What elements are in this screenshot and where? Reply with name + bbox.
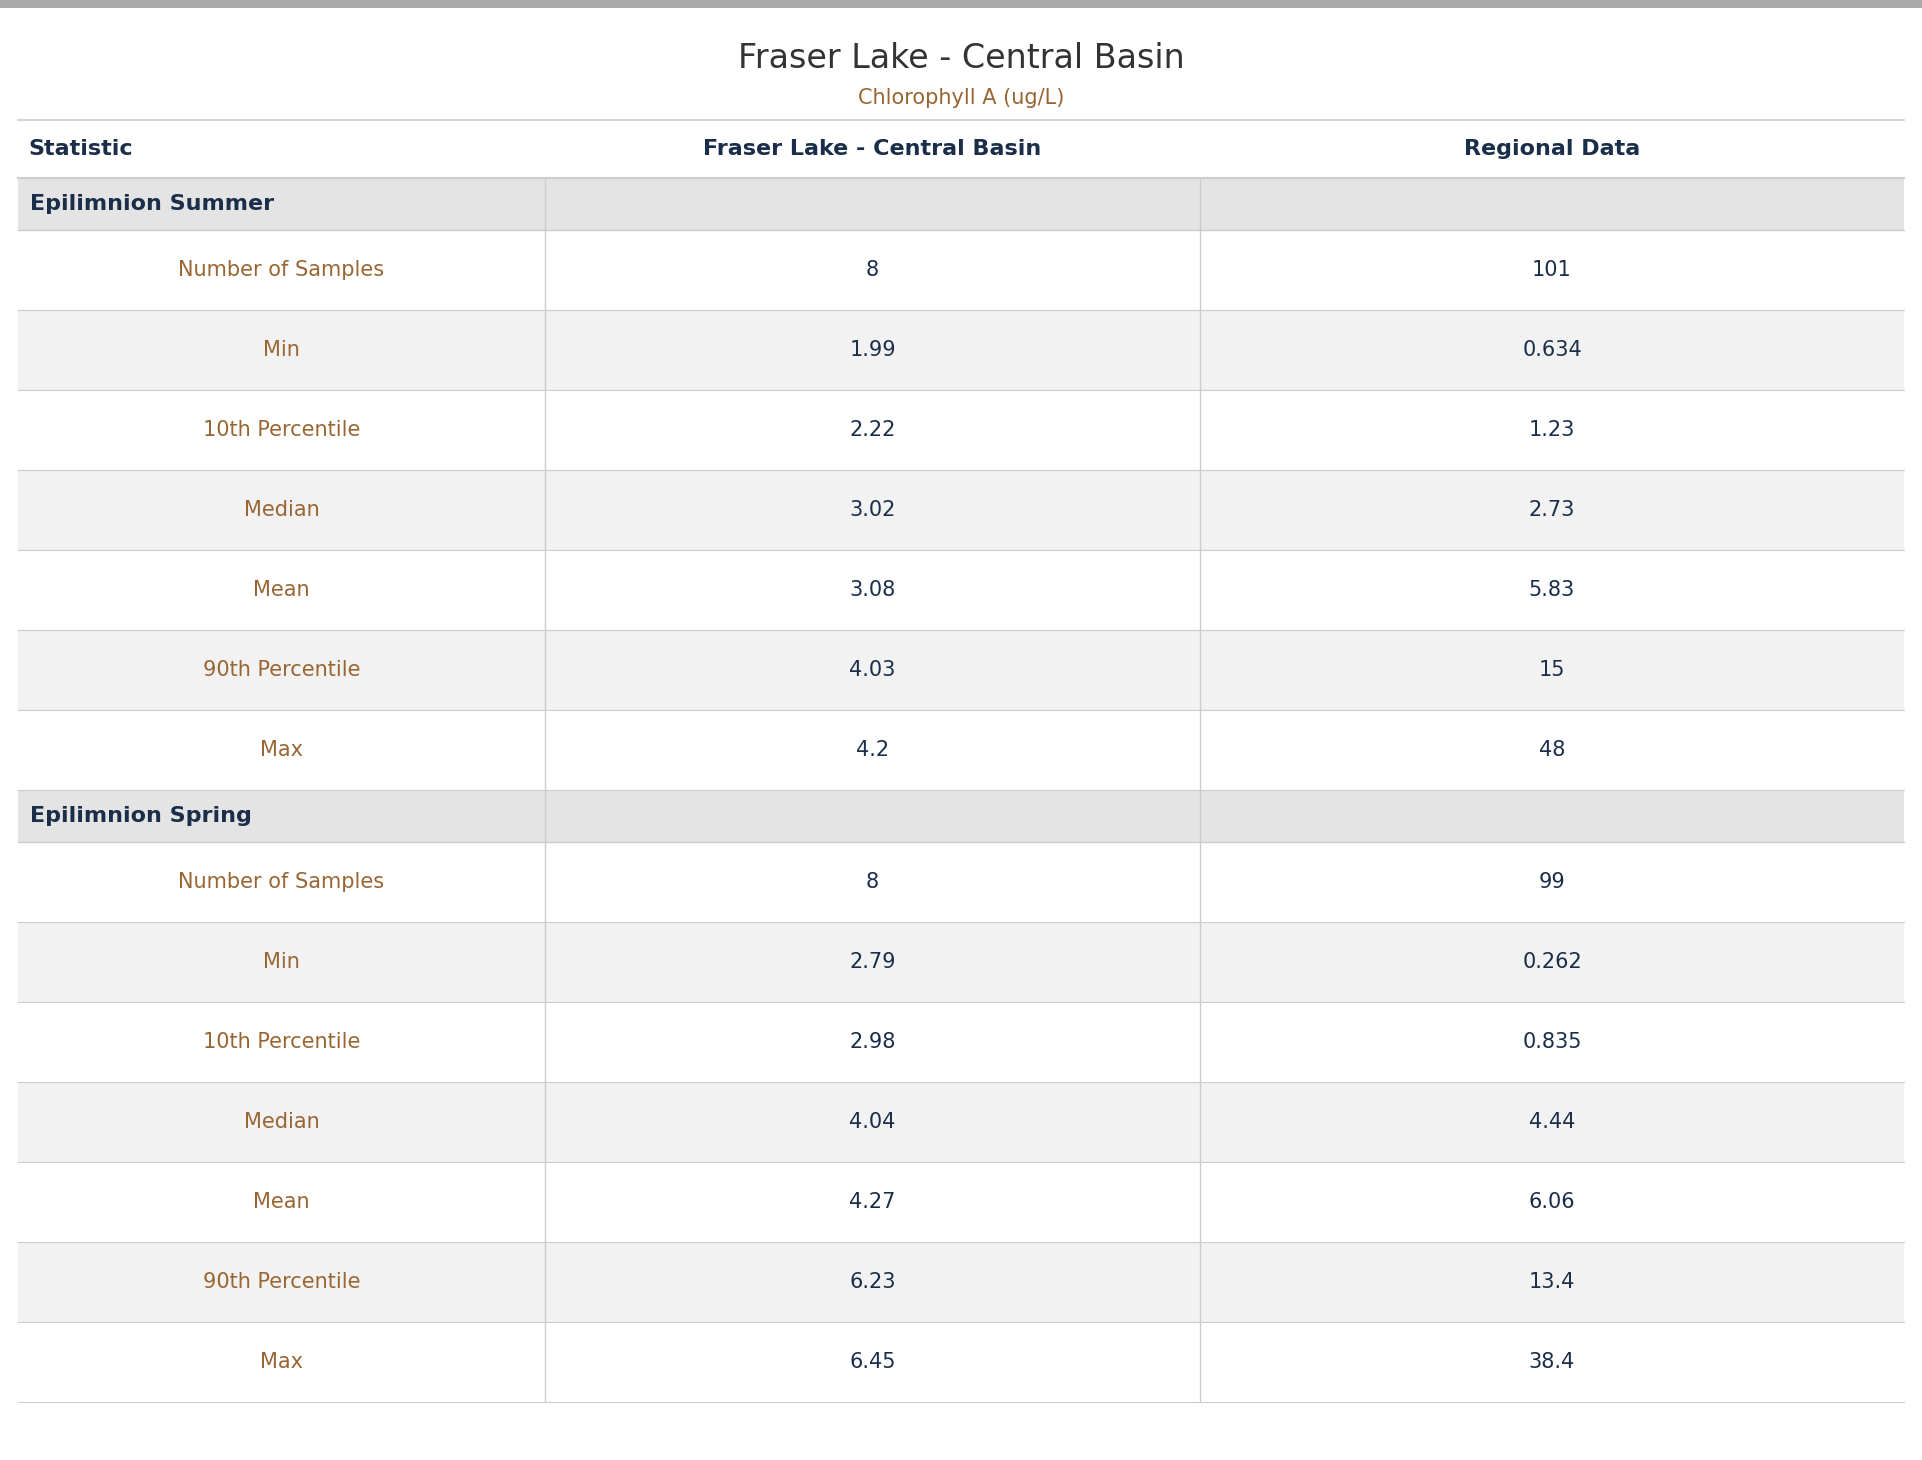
Bar — [17, 550, 1905, 631]
Text: Min: Min — [263, 952, 300, 972]
Text: Min: Min — [263, 340, 300, 361]
Text: 5.83: 5.83 — [1528, 580, 1576, 600]
Text: 99: 99 — [1540, 872, 1565, 892]
Text: Median: Median — [244, 1113, 319, 1132]
Bar — [17, 231, 1905, 310]
Text: Number of Samples: Number of Samples — [179, 872, 384, 892]
Text: 4.44: 4.44 — [1528, 1113, 1576, 1132]
Text: 4.2: 4.2 — [855, 740, 890, 761]
Text: 6.23: 6.23 — [850, 1272, 896, 1292]
Text: 2.22: 2.22 — [850, 420, 896, 439]
Text: 2.79: 2.79 — [850, 952, 896, 972]
Text: 1.23: 1.23 — [1528, 420, 1576, 439]
Text: 3.08: 3.08 — [850, 580, 896, 600]
Bar — [17, 310, 1905, 390]
Bar — [17, 923, 1905, 1002]
Bar — [17, 842, 1905, 923]
Bar — [17, 178, 1905, 231]
Bar — [17, 1242, 1905, 1321]
Bar — [17, 390, 1905, 470]
Text: 48: 48 — [1540, 740, 1565, 761]
Text: 4.04: 4.04 — [850, 1113, 896, 1132]
Text: 1.99: 1.99 — [850, 340, 896, 361]
Text: 0.634: 0.634 — [1522, 340, 1582, 361]
Text: 4.03: 4.03 — [850, 660, 896, 680]
Text: 90th Percentile: 90th Percentile — [202, 1272, 359, 1292]
Text: Median: Median — [244, 499, 319, 520]
Text: 90th Percentile: 90th Percentile — [202, 660, 359, 680]
Bar — [17, 710, 1905, 790]
Bar — [17, 790, 1905, 842]
Text: 101: 101 — [1532, 260, 1572, 280]
Text: 2.98: 2.98 — [850, 1032, 896, 1053]
Text: 3.02: 3.02 — [850, 499, 896, 520]
Text: Max: Max — [259, 1352, 304, 1372]
Text: 0.262: 0.262 — [1522, 952, 1582, 972]
Text: Number of Samples: Number of Samples — [179, 260, 384, 280]
Text: 6.06: 6.06 — [1528, 1191, 1576, 1212]
Text: 8: 8 — [867, 260, 878, 280]
Text: Chlorophyll A (ug/L): Chlorophyll A (ug/L) — [857, 88, 1065, 108]
Text: Fraser Lake - Central Basin: Fraser Lake - Central Basin — [738, 41, 1184, 74]
Text: 6.45: 6.45 — [850, 1352, 896, 1372]
Text: 13.4: 13.4 — [1528, 1272, 1576, 1292]
Bar — [17, 1162, 1905, 1242]
Bar — [17, 1321, 1905, 1402]
Text: Mean: Mean — [254, 580, 309, 600]
Text: Epilimnion Summer: Epilimnion Summer — [31, 194, 275, 215]
Text: 15: 15 — [1540, 660, 1565, 680]
Text: Epilimnion Spring: Epilimnion Spring — [31, 806, 252, 826]
Text: Fraser Lake - Central Basin: Fraser Lake - Central Basin — [703, 139, 1042, 159]
Text: Max: Max — [259, 740, 304, 761]
Text: 0.835: 0.835 — [1522, 1032, 1582, 1053]
Text: Statistic: Statistic — [29, 139, 133, 159]
Text: Mean: Mean — [254, 1191, 309, 1212]
Bar — [17, 631, 1905, 710]
Text: 10th Percentile: 10th Percentile — [204, 420, 359, 439]
Text: 4.27: 4.27 — [850, 1191, 896, 1212]
Text: 10th Percentile: 10th Percentile — [204, 1032, 359, 1053]
Bar — [0, 0, 1922, 7]
Bar — [17, 1002, 1905, 1082]
Text: 2.73: 2.73 — [1528, 499, 1576, 520]
Text: 8: 8 — [867, 872, 878, 892]
Bar — [17, 1082, 1905, 1162]
Text: Regional Data: Regional Data — [1465, 139, 1639, 159]
Text: 38.4: 38.4 — [1528, 1352, 1576, 1372]
Bar — [17, 470, 1905, 550]
